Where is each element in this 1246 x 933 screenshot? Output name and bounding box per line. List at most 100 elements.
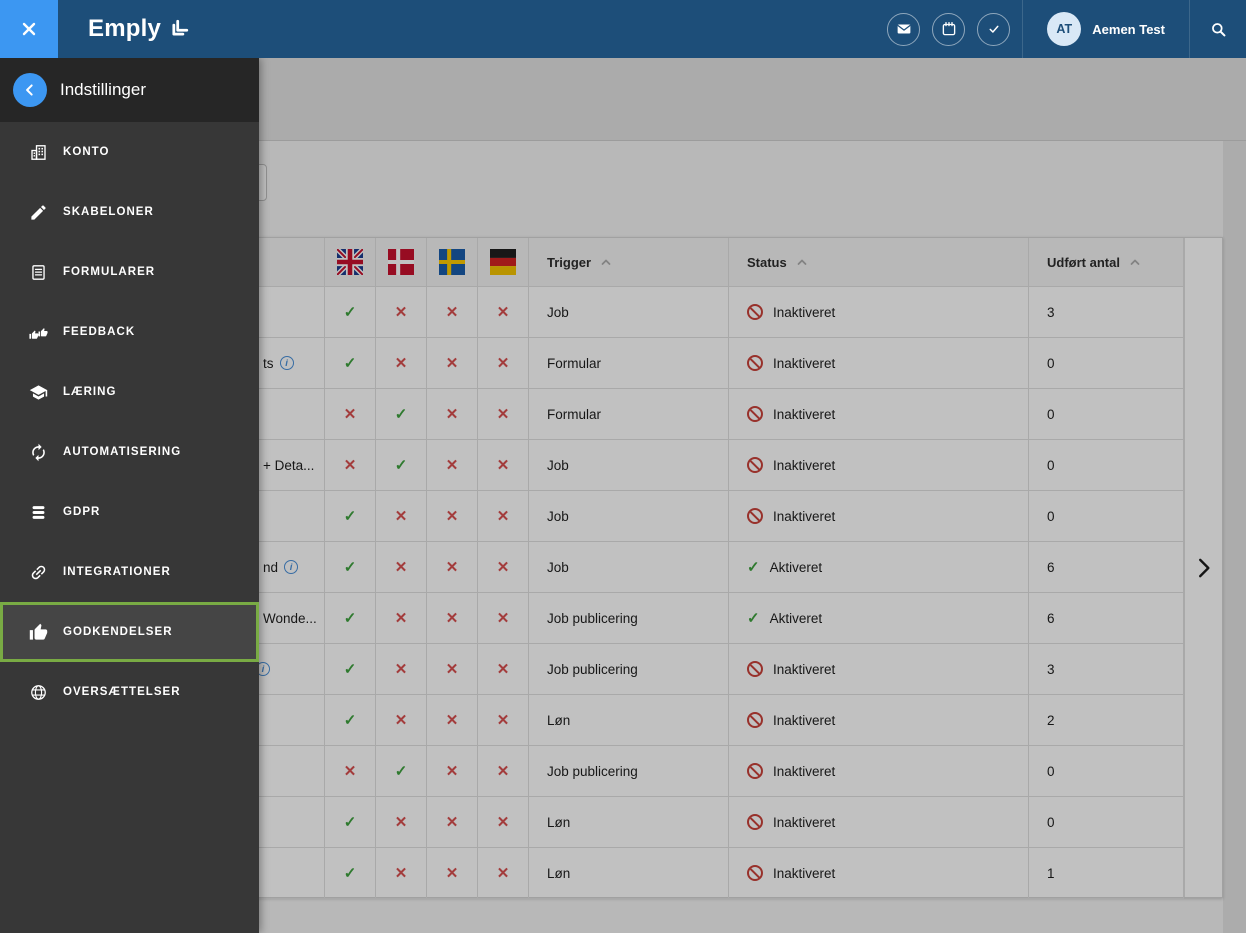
status-cell: Inaktiveret: [729, 746, 1029, 796]
denmark-enabled-cell: ✕: [376, 797, 427, 847]
i-pencil-icon: [29, 203, 48, 222]
denmark-enabled-cell: ✕: [376, 593, 427, 643]
uk-enabled-cell: ✕: [325, 746, 376, 796]
table-row[interactable]: ✓ ✕ ✕ ✕ Løn Inaktiveret 1: [237, 848, 1184, 899]
uk-enabled-cell: ✓: [325, 338, 376, 388]
uk-enabled-cell: ✓: [325, 287, 376, 337]
table-row[interactable]: i ✓ ✕ ✕ ✕ Job publicering Inaktiveret: [237, 644, 1184, 695]
sidebar-item-automatisering[interactable]: AUTOMATISERING: [0, 422, 259, 482]
germany-enabled-cell: ✕: [478, 287, 529, 337]
trigger-cell: Formular: [529, 389, 729, 439]
count-cell: 3: [1029, 287, 1184, 337]
sidebar-item-feedback[interactable]: FEEDBACK: [0, 302, 259, 362]
denmark-enabled-cell: ✕: [376, 848, 427, 898]
status-cell: Inaktiveret: [729, 644, 1029, 694]
status-icon: [747, 661, 763, 677]
status-cell: Inaktiveret: [729, 338, 1029, 388]
sweden-enabled-cell: ✕: [427, 491, 478, 541]
approval-name-cell: [237, 389, 325, 439]
uk-enabled-cell: ✓: [325, 848, 376, 898]
denmark-enabled-cell: ✕: [376, 695, 427, 745]
sidebar-item-oversaettelser[interactable]: OVERSÆTTELSER: [0, 662, 259, 722]
approvals-table: Trigger Status Udført antal: [236, 237, 1223, 899]
sweden-enabled-cell: ✕: [427, 338, 478, 388]
count-cell: 0: [1029, 797, 1184, 847]
name-column-header[interactable]: [237, 238, 325, 286]
status-icon: [747, 814, 763, 830]
info-icon[interactable]: i: [279, 356, 294, 370]
status-cell: Inaktiveret: [729, 848, 1029, 898]
trigger-cell: Løn: [529, 695, 729, 745]
table-row[interactable]: Wonde... ✓ ✕ ✕ ✕ Job publicering ✓ Aktiv…: [237, 593, 1184, 644]
count-cell: 2: [1029, 695, 1184, 745]
back-button[interactable]: [13, 73, 47, 107]
table-row[interactable]: nd i ✓ ✕ ✕ ✕ Job ✓ Aktiveret: [237, 542, 1184, 593]
i-learning-icon: [29, 383, 48, 402]
emply-logo[interactable]: Emply: [88, 15, 190, 43]
flag-denmark-icon: [376, 238, 427, 286]
search-button[interactable]: [1190, 0, 1246, 58]
status-cell: Inaktiveret: [729, 797, 1029, 847]
approval-name-cell: [237, 746, 325, 796]
sweden-enabled-cell: ✕: [427, 542, 478, 592]
approval-name-cell: [237, 491, 325, 541]
table-row[interactable]: ✓ ✕ ✕ ✕ Job Inaktiveret 0: [237, 491, 1184, 542]
sidebar-item-integrationer[interactable]: INTEGRATIONER: [0, 542, 259, 602]
sidebar-item-konto[interactable]: KONTO: [0, 122, 259, 182]
status-cell: Inaktiveret: [729, 695, 1029, 745]
trigger-column-header[interactable]: Trigger: [529, 238, 729, 286]
germany-enabled-cell: ✕: [478, 644, 529, 694]
trigger-cell: Job publicering: [529, 746, 729, 796]
sidebar-item-laering[interactable]: LÆRING: [0, 362, 259, 422]
germany-enabled-cell: ✕: [478, 338, 529, 388]
status-icon: [747, 457, 763, 473]
calendar-button[interactable]: [932, 12, 966, 46]
germany-enabled-cell: ✕: [478, 440, 529, 490]
uk-enabled-cell: ✓: [325, 644, 376, 694]
info-icon[interactable]: i: [284, 560, 299, 574]
table-row[interactable]: ✓ ✕ ✕ ✕ Job Inaktiveret 3: [237, 287, 1184, 338]
germany-enabled-cell: ✕: [478, 491, 529, 541]
table-header-row: Trigger Status Udført antal: [237, 238, 1184, 287]
count-cell: 1: [1029, 848, 1184, 898]
sidebar-item-formularer[interactable]: FORMULARER: [0, 242, 259, 302]
denmark-enabled-cell: ✕: [376, 491, 427, 541]
table-row[interactable]: ✓ ✕ ✕ ✕ Løn Inaktiveret 2: [237, 695, 1184, 746]
uk-enabled-cell: ✓: [325, 491, 376, 541]
table-row[interactable]: ts i ✓ ✕ ✕ ✕ Formular Inaktiveret: [237, 338, 1184, 389]
mail-icon: [895, 20, 913, 38]
sidebar-item-gdpr[interactable]: GDPR: [0, 482, 259, 542]
germany-enabled-cell: ✕: [478, 848, 529, 898]
search-icon: [1209, 20, 1228, 39]
avatar: AT: [1047, 12, 1082, 46]
approval-name-cell: [237, 695, 325, 745]
topbar-right: AT Aemen Test: [887, 0, 1246, 58]
table-body: Trigger Status Udført antal: [237, 238, 1184, 899]
count-column-header[interactable]: Udført antal: [1029, 238, 1184, 286]
i-gdpr-icon: [29, 503, 48, 522]
flag-sweden-icon: [427, 238, 478, 286]
count-cell: 0: [1029, 746, 1184, 796]
count-cell: 0: [1029, 440, 1184, 490]
trigger-cell: Job publicering: [529, 593, 729, 643]
tasks-button[interactable]: [977, 12, 1011, 46]
table-row[interactable]: + Deta... ✕ ✓ ✕ ✕ Job Inaktiveret: [237, 440, 1184, 491]
status-column-header[interactable]: Status: [729, 238, 1029, 286]
trigger-cell: Løn: [529, 848, 729, 898]
close-menu-button[interactable]: [0, 0, 58, 58]
sidebar-item-skabeloner[interactable]: SKABELONER: [0, 182, 259, 242]
chevron-left-icon: [20, 80, 40, 100]
i-thumb-icon: [29, 623, 48, 642]
sidebar-item-godkendelser[interactable]: GODKENDELSER: [0, 602, 259, 662]
emply-logo-mark-icon: [168, 18, 190, 40]
table-scroll-gutter: [1184, 238, 1222, 897]
germany-enabled-cell: ✕: [478, 542, 529, 592]
mail-button[interactable]: [887, 12, 921, 46]
count-cell: 6: [1029, 542, 1184, 592]
table-row[interactable]: ✓ ✕ ✕ ✕ Løn Inaktiveret 0: [237, 797, 1184, 848]
table-row[interactable]: ✕ ✓ ✕ ✕ Job publicering Inaktiveret 0: [237, 746, 1184, 797]
table-row[interactable]: ✕ ✓ ✕ ✕ Formular Inaktiveret 0: [237, 389, 1184, 440]
count-cell: 6: [1029, 593, 1184, 643]
user-menu[interactable]: AT Aemen Test: [1023, 0, 1189, 58]
